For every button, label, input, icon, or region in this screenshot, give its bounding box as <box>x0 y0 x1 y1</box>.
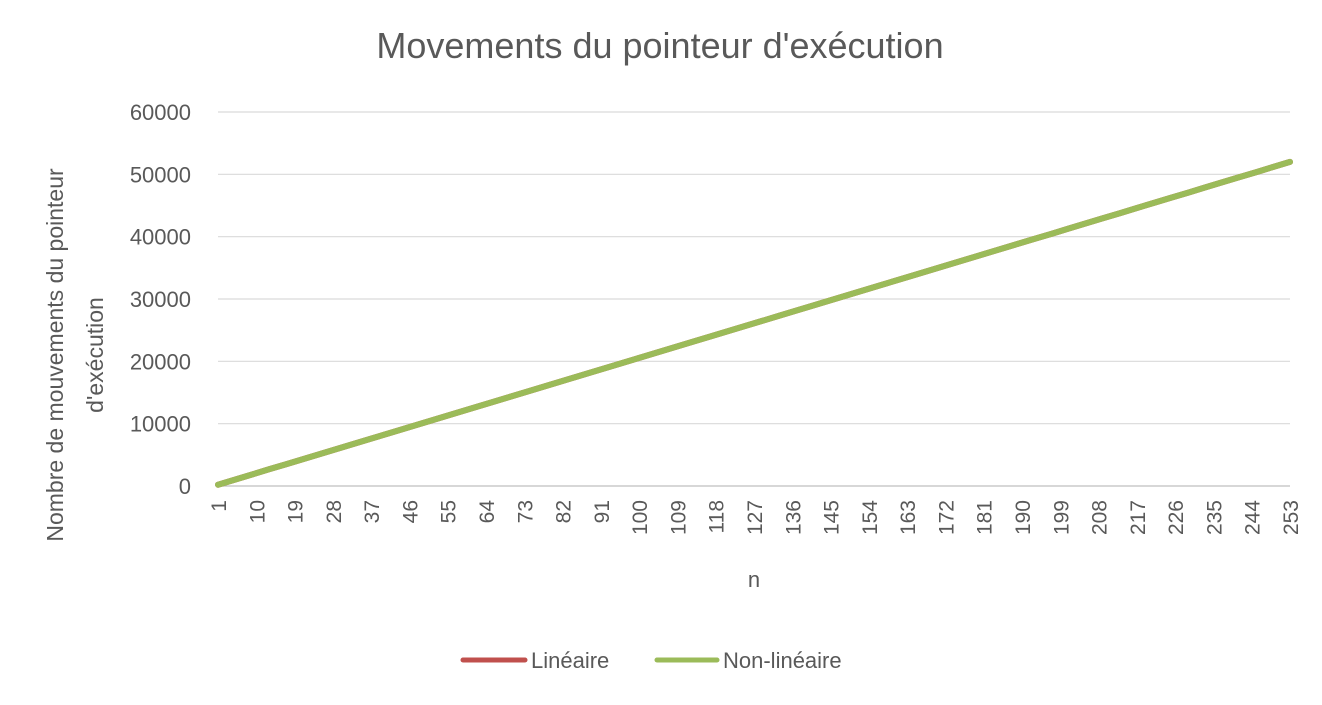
x-tick-label: 136 <box>782 500 805 535</box>
x-tick-label: 28 <box>323 500 346 523</box>
x-tick-label: 190 <box>1012 500 1035 535</box>
x-tick-label: 64 <box>476 500 499 524</box>
x-tick-label: 10 <box>246 500 269 523</box>
y-tick-label: 60000 <box>130 100 191 125</box>
y-tick-label: 30000 <box>130 287 191 312</box>
legend-item-non-lineaire[interactable]: Non-linéaire <box>654 648 842 673</box>
x-tick-label: 37 <box>361 500 384 523</box>
y-axis-tick-labels: 0 10000 20000 30000 40000 50000 60000 <box>130 100 191 499</box>
x-tick-label: 127 <box>744 500 767 535</box>
x-tick-label: 181 <box>974 500 997 535</box>
x-axis-label: n <box>748 567 760 592</box>
y-axis-label: Nombre de mouvements du pointeur d'exécu… <box>42 168 108 542</box>
legend: Linéaire Non-linéaire <box>460 648 842 673</box>
x-tick-label: 253 <box>1280 500 1303 535</box>
series-lines <box>215 158 1293 488</box>
x-tick-label: 73 <box>514 500 537 523</box>
y-tick-label: 20000 <box>130 349 191 374</box>
x-tick-label: 55 <box>438 500 461 523</box>
x-tick-label: 109 <box>667 500 690 535</box>
x-tick-label: 100 <box>629 500 652 535</box>
x-tick-label: 46 <box>399 500 422 523</box>
legend-item-lineaire[interactable]: Linéaire <box>460 648 609 673</box>
y-axis-label-line-1: Nombre de mouvements du pointeur <box>42 168 68 542</box>
x-tick-label: 172 <box>935 500 958 535</box>
x-tick-label: 244 <box>1242 500 1265 535</box>
y-tick-label: 0 <box>179 474 191 499</box>
legend-label-lineaire: Linéaire <box>531 648 609 673</box>
x-tick-label: 226 <box>1165 500 1188 535</box>
y-axis-label-line-2: d'exécution <box>82 297 108 413</box>
x-tick-label: 217 <box>1127 500 1150 535</box>
gridlines <box>218 111 1290 487</box>
x-tick-label: 163 <box>897 500 920 535</box>
x-tick-label: 91 <box>591 500 614 523</box>
legend-label-non-lineaire: Non-linéaire <box>723 648 842 673</box>
x-axis-tick-labels: 1 10 19 28 37 46 55 64 73 82 91 100 109 118 127 136 145 1… <box>208 500 1303 535</box>
x-tick-label: 118 <box>706 500 729 533</box>
x-tick-label: 154 <box>859 500 882 535</box>
y-tick-label: 50000 <box>130 162 191 187</box>
x-tick-label: 1 <box>208 500 231 512</box>
y-tick-label: 10000 <box>130 412 191 437</box>
y-tick-label: 40000 <box>130 225 191 250</box>
x-tick-label: 82 <box>553 500 576 523</box>
chart-title: Movements du pointeur d'exécution <box>376 25 943 66</box>
x-tick-label: 235 <box>1203 500 1226 535</box>
x-tick-label: 145 <box>821 500 844 535</box>
x-tick-label: 19 <box>285 500 308 523</box>
x-tick-label: 208 <box>1089 500 1112 535</box>
x-tick-label: 199 <box>1050 500 1073 535</box>
series-line-non-lineaire <box>215 158 1293 488</box>
